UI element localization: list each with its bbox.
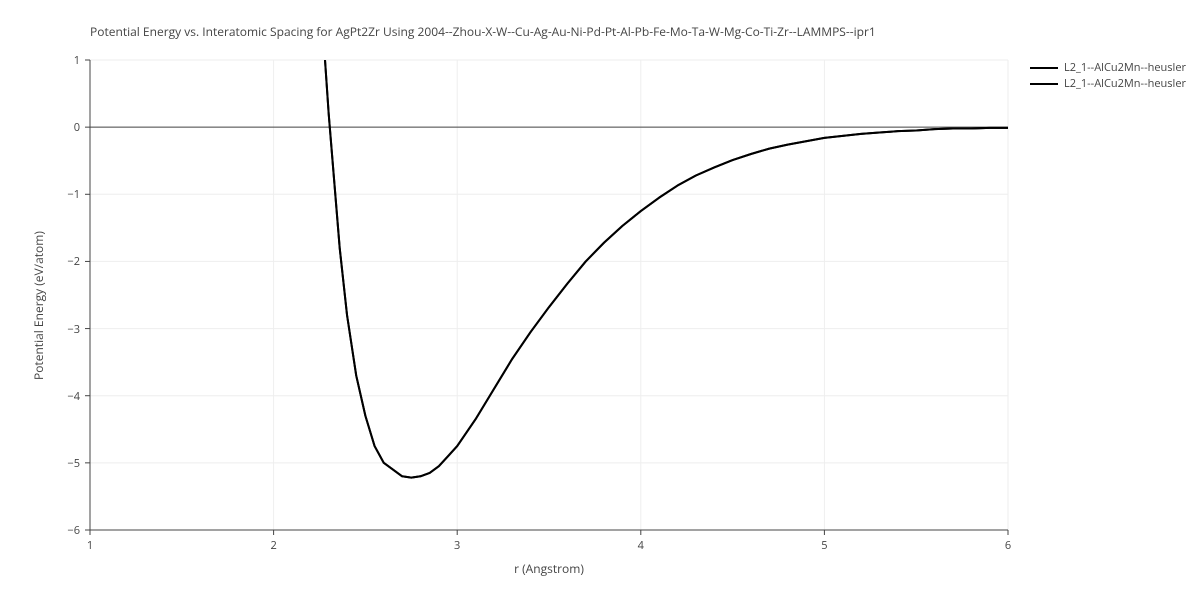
x-tick-label: 5: [814, 538, 834, 553]
x-axis-label: r (Angstrom): [489, 560, 609, 577]
energy-chart: Potential Energy vs. Interatomic Spacing…: [0, 0, 1200, 600]
y-tick-label: −4: [67, 389, 80, 404]
x-tick-label: 4: [631, 538, 651, 553]
legend-line-icon: [1030, 67, 1058, 69]
y-tick-label: 0: [74, 120, 80, 135]
y-tick-label: −6: [67, 523, 80, 538]
x-tick-label: 6: [998, 538, 1018, 553]
legend-label: L2_1--AlCu2Mn--heusler: [1064, 76, 1186, 91]
y-axis-label: Potential Energy (eV/atom): [30, 231, 47, 380]
legend-entry[interactable]: L2_1--AlCu2Mn--heusler: [1030, 60, 1186, 75]
x-tick-label: 3: [447, 538, 467, 553]
x-tick-label: 1: [80, 538, 100, 553]
chart-svg: [0, 0, 1200, 600]
legend-label: L2_1--AlCu2Mn--heusler: [1064, 60, 1186, 75]
series-line: [325, 60, 1008, 478]
legend-line-icon: [1030, 83, 1058, 85]
y-tick-label: −3: [67, 322, 80, 337]
x-tick-label: 2: [264, 538, 284, 553]
y-tick-label: 1: [74, 53, 80, 68]
y-tick-label: −5: [67, 456, 80, 471]
series-line: [325, 60, 1008, 478]
y-tick-label: −1: [67, 187, 80, 202]
y-tick-label: −2: [67, 254, 80, 269]
legend-entry[interactable]: L2_1--AlCu2Mn--heusler: [1030, 76, 1186, 91]
